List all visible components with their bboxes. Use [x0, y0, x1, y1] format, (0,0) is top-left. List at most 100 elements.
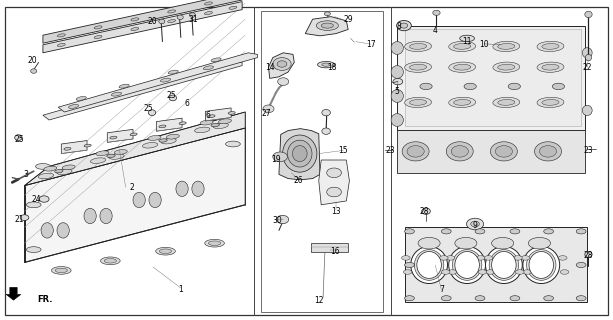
Polygon shape [397, 130, 585, 173]
Polygon shape [397, 26, 585, 130]
Text: 3: 3 [23, 170, 28, 179]
Ellipse shape [498, 100, 515, 105]
Ellipse shape [544, 296, 554, 301]
Ellipse shape [228, 112, 235, 114]
Ellipse shape [397, 20, 411, 31]
Ellipse shape [142, 142, 158, 148]
Ellipse shape [433, 10, 440, 15]
Ellipse shape [211, 124, 219, 127]
Text: 18: 18 [327, 63, 337, 72]
Ellipse shape [542, 64, 559, 70]
Text: 25: 25 [143, 104, 153, 113]
Ellipse shape [273, 58, 291, 70]
Ellipse shape [454, 64, 471, 70]
Ellipse shape [64, 148, 71, 150]
Polygon shape [319, 160, 349, 205]
Ellipse shape [276, 215, 289, 224]
Ellipse shape [508, 83, 520, 90]
Ellipse shape [537, 97, 564, 108]
Ellipse shape [26, 247, 41, 252]
Ellipse shape [292, 146, 307, 162]
Ellipse shape [131, 18, 139, 21]
Ellipse shape [420, 83, 432, 90]
Ellipse shape [455, 237, 477, 249]
Ellipse shape [56, 169, 72, 175]
Polygon shape [405, 29, 581, 126]
Ellipse shape [527, 250, 556, 280]
Ellipse shape [585, 54, 592, 61]
Ellipse shape [179, 122, 186, 124]
Ellipse shape [51, 267, 71, 274]
Ellipse shape [213, 123, 229, 129]
Text: 6: 6 [206, 111, 211, 120]
Ellipse shape [489, 250, 519, 280]
Ellipse shape [159, 125, 166, 128]
Text: FR.: FR. [37, 295, 53, 304]
Ellipse shape [391, 114, 403, 126]
Ellipse shape [391, 42, 403, 54]
Ellipse shape [229, 6, 237, 9]
Ellipse shape [452, 250, 482, 280]
Ellipse shape [156, 247, 175, 255]
Text: 4: 4 [433, 26, 438, 35]
Ellipse shape [585, 252, 592, 257]
Ellipse shape [493, 62, 520, 72]
Text: 20: 20 [147, 17, 157, 26]
Ellipse shape [107, 154, 115, 157]
Ellipse shape [558, 256, 567, 260]
Ellipse shape [405, 97, 432, 108]
Ellipse shape [440, 256, 448, 260]
Ellipse shape [133, 192, 145, 208]
Text: 29: 29 [343, 15, 353, 24]
Ellipse shape [161, 78, 170, 82]
Ellipse shape [414, 250, 444, 280]
Polygon shape [405, 227, 587, 302]
Text: 27: 27 [262, 109, 272, 118]
Polygon shape [205, 108, 231, 121]
Ellipse shape [159, 19, 165, 24]
Ellipse shape [192, 181, 204, 196]
Polygon shape [156, 118, 182, 131]
Ellipse shape [576, 296, 586, 301]
Ellipse shape [403, 270, 412, 274]
Ellipse shape [69, 104, 78, 108]
Text: 17: 17 [366, 40, 376, 49]
Ellipse shape [131, 28, 139, 31]
Text: 19: 19 [271, 156, 281, 164]
Ellipse shape [576, 262, 586, 268]
Ellipse shape [31, 69, 37, 73]
Ellipse shape [109, 154, 124, 159]
Ellipse shape [218, 119, 232, 124]
Ellipse shape [441, 270, 450, 274]
Ellipse shape [493, 97, 520, 108]
Ellipse shape [94, 36, 102, 38]
Ellipse shape [544, 229, 554, 234]
Text: 25: 25 [14, 135, 24, 144]
Ellipse shape [101, 257, 120, 265]
Ellipse shape [273, 152, 287, 162]
Ellipse shape [542, 100, 559, 105]
Ellipse shape [405, 262, 414, 268]
Ellipse shape [96, 151, 109, 156]
Text: 2: 2 [129, 183, 134, 192]
Ellipse shape [322, 109, 330, 116]
Text: 15: 15 [338, 146, 348, 155]
Ellipse shape [495, 146, 512, 157]
Polygon shape [43, 61, 242, 120]
Ellipse shape [84, 144, 91, 147]
Text: 10: 10 [479, 40, 489, 49]
Ellipse shape [449, 41, 476, 52]
Ellipse shape [161, 138, 177, 144]
Text: 22: 22 [582, 63, 592, 72]
Ellipse shape [322, 63, 330, 66]
Ellipse shape [204, 66, 213, 70]
Text: 9: 9 [473, 221, 478, 230]
Ellipse shape [552, 83, 565, 90]
Ellipse shape [510, 296, 520, 301]
Ellipse shape [476, 256, 485, 260]
Ellipse shape [466, 218, 484, 230]
Ellipse shape [446, 142, 473, 161]
Ellipse shape [449, 97, 476, 108]
Ellipse shape [168, 70, 178, 74]
Ellipse shape [205, 12, 212, 15]
